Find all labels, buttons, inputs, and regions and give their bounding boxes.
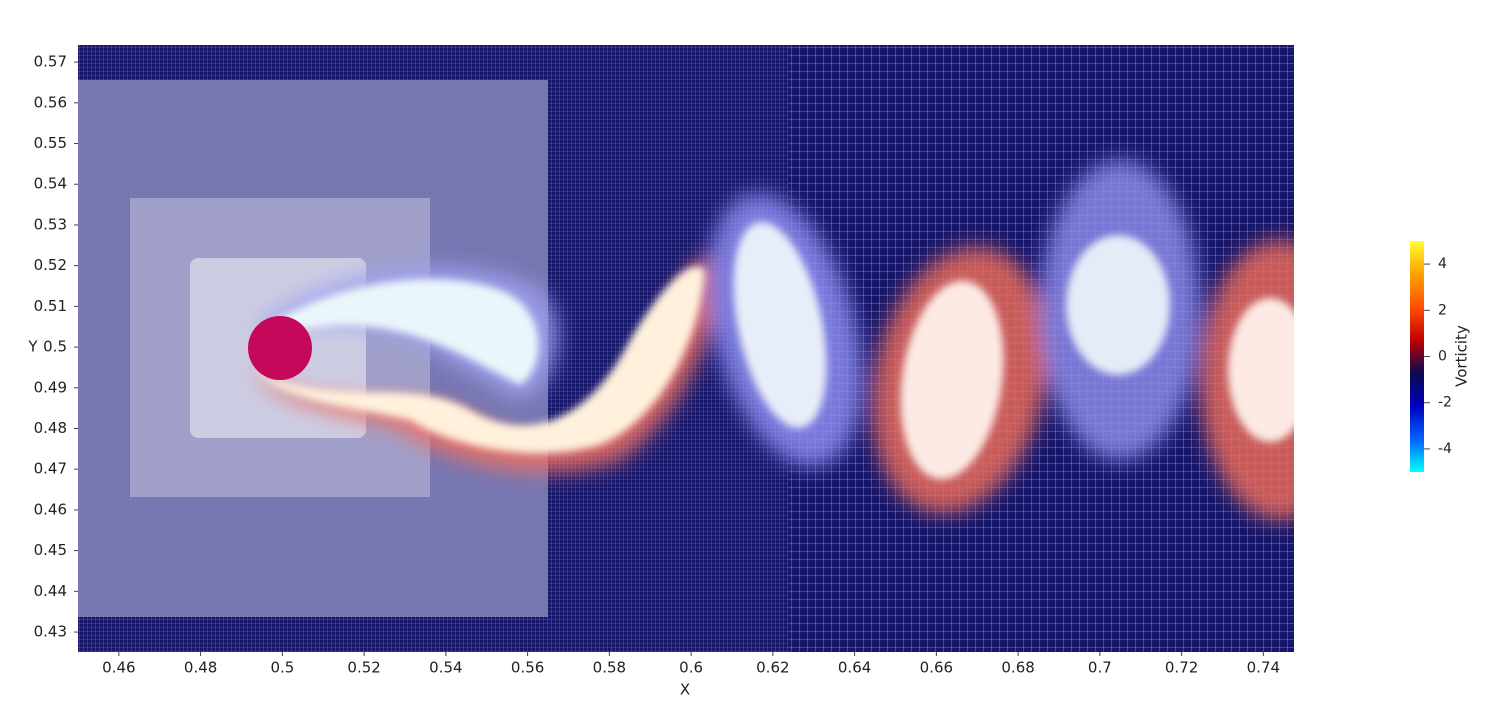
colorbar-tick-label: 4 <box>1438 256 1447 272</box>
y-tick-label: 0.54 <box>34 175 67 193</box>
x-tick-label: 0.46 <box>102 659 135 677</box>
x-tick-label: 0.54 <box>429 659 462 677</box>
y-tick-label: 0.57 <box>34 53 67 71</box>
x-tick-label: 0.56 <box>511 659 544 677</box>
y-tick-label: 0.52 <box>34 256 67 274</box>
colorbar-label: Vorticity <box>1453 325 1471 387</box>
x-tick-label: 0.62 <box>756 659 789 677</box>
y-tick-label: 0.49 <box>34 378 67 396</box>
x-tick-label: 0.52 <box>347 659 380 677</box>
y-tick-label: 0.5 <box>43 338 67 356</box>
y-tick-label: 0.47 <box>34 460 67 478</box>
x-tick-label: 0.64 <box>838 659 871 677</box>
y-tick-label: 0.44 <box>34 582 67 600</box>
y-tick-label: 0.53 <box>34 215 67 233</box>
colorbar <box>1410 241 1424 472</box>
y-tick-label: 0.43 <box>34 623 67 641</box>
x-tick-label: 0.7 <box>1088 659 1112 677</box>
x-tick-label: 0.6 <box>679 659 703 677</box>
x-tick-label: 0.74 <box>1247 659 1280 677</box>
colorbar-tick-label: 0 <box>1438 349 1447 365</box>
y-tick-label: 0.45 <box>34 541 67 559</box>
colorbar-tick-label: 2 <box>1438 302 1447 318</box>
y-axis-label: Y <box>27 338 38 356</box>
colorbar-tick-label: -2 <box>1438 395 1452 411</box>
y-tick-label: 0.56 <box>34 93 67 111</box>
x-tick-label: 0.72 <box>1165 659 1198 677</box>
x-tick-label: 0.5 <box>270 659 294 677</box>
y-tick-label: 0.48 <box>34 419 67 437</box>
x-tick-label: 0.48 <box>184 659 217 677</box>
x-tick-label: 0.68 <box>1001 659 1034 677</box>
field <box>78 45 1294 652</box>
y-tick-label: 0.51 <box>34 297 67 315</box>
x-tick-label: 0.66 <box>920 659 953 677</box>
x-axis-label: X <box>680 681 690 699</box>
y-tick-label: 0.46 <box>34 500 67 518</box>
x-tick-label: 0.58 <box>593 659 626 677</box>
y-tick-label: 0.55 <box>34 134 67 152</box>
colorbar-tick-label: -4 <box>1438 441 1452 457</box>
